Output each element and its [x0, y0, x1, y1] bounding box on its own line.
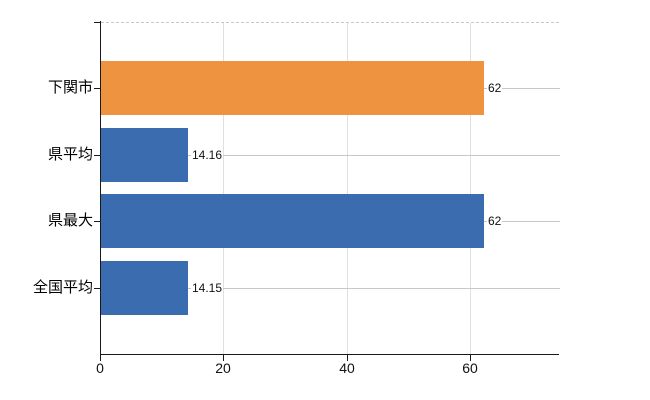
category-tick-label: 全国平均	[32, 279, 93, 296]
y-axis-tick	[94, 155, 100, 156]
x-tick-label: 40	[339, 360, 355, 376]
plot-top-border	[101, 22, 559, 23]
category-tick-label: 下関市	[47, 79, 93, 96]
y-axis-tick	[94, 88, 100, 89]
x-axis-tick	[347, 355, 348, 361]
bar-3	[101, 194, 484, 248]
value-label: 62	[487, 214, 503, 228]
value-label: 14.15	[191, 281, 224, 295]
value-label: 14.16	[191, 148, 224, 162]
x-axis	[100, 354, 559, 355]
bar-4	[101, 261, 188, 315]
x-axis-tick	[470, 355, 471, 361]
x-axis-tick	[223, 355, 224, 361]
x-tick-label: 0	[96, 360, 104, 376]
y-axis-end-tick	[94, 22, 100, 23]
bar-2	[101, 128, 188, 182]
x-tick-label: 20	[215, 360, 231, 376]
y-axis-tick	[94, 288, 100, 289]
category-tick-label: 県平均	[47, 146, 93, 163]
category-tick-label: 県最大	[47, 212, 93, 229]
value-label: 62	[487, 81, 503, 95]
horizontal-gridline	[101, 288, 560, 289]
x-axis-tick	[100, 355, 101, 361]
x-tick-label: 60	[462, 360, 478, 376]
y-axis	[100, 21, 101, 354]
horizontal-gridline	[101, 155, 560, 156]
vertical-gridline	[347, 23, 348, 354]
y-axis-tick	[94, 221, 100, 222]
vertical-gridline	[470, 23, 471, 354]
vertical-gridline	[223, 23, 224, 354]
bar-1	[101, 61, 484, 115]
